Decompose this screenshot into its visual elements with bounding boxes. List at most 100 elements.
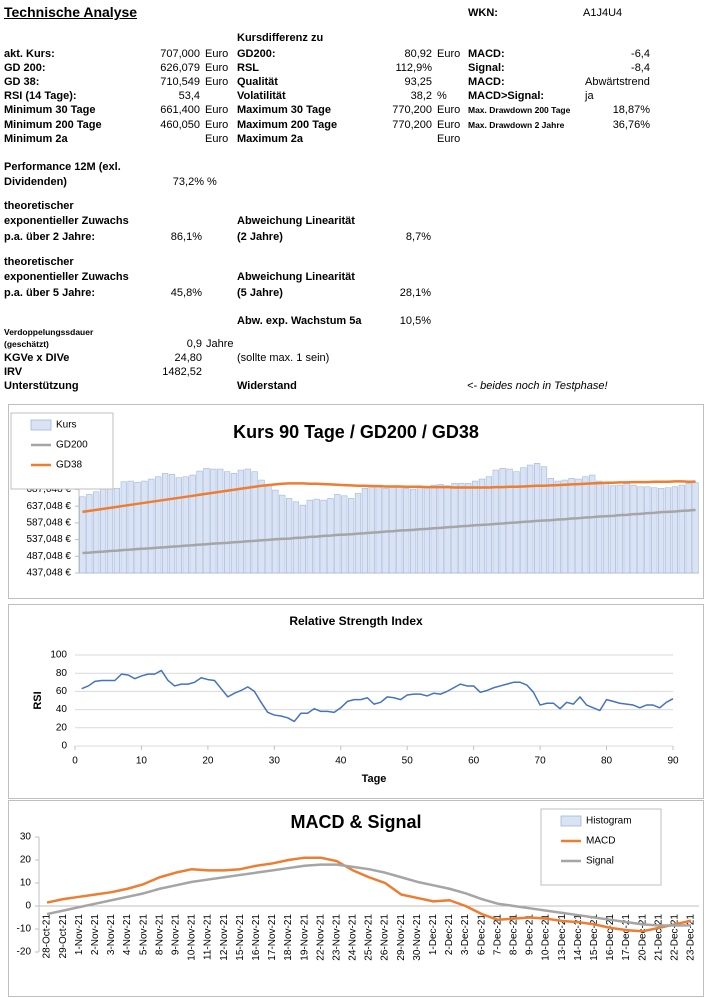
bar bbox=[155, 476, 162, 574]
wkn-label: WKN: bbox=[468, 7, 498, 19]
diff-label: Maximum 200 Tage bbox=[237, 119, 338, 131]
macd-chart: MACD & Signal -20 -10 0 10 20 30 28-Oct-21 29-Oc… bbox=[8, 800, 704, 997]
line bbox=[46, 856, 692, 933]
bar bbox=[602, 483, 610, 574]
x-tick-label: 23-Nov-21 bbox=[331, 914, 342, 961]
bar bbox=[265, 484, 272, 574]
signal-label: Signal: bbox=[468, 62, 505, 74]
bar bbox=[361, 488, 369, 574]
legend-swatch bbox=[560, 815, 582, 827]
y-tick-label: 587,048 € bbox=[27, 517, 72, 528]
diff-value: 93,25 bbox=[404, 76, 432, 88]
bar bbox=[444, 485, 451, 574]
bar bbox=[471, 480, 479, 574]
x-tick-label: 12-Nov-21 bbox=[219, 914, 230, 961]
bar bbox=[244, 468, 251, 574]
bar bbox=[637, 486, 644, 574]
bar bbox=[272, 489, 279, 574]
chart-title: Kurs 90 Tage / GD200 / GD38 bbox=[233, 422, 479, 442]
growth-label: p.a. über 2 Jahre: bbox=[4, 231, 96, 243]
x-tick-label: 19-Nov-21 bbox=[299, 914, 310, 961]
signal-value: Abwärtstrend bbox=[585, 76, 650, 88]
row-unit: Euro bbox=[205, 48, 229, 60]
signal-value: -8,4 bbox=[631, 62, 650, 74]
diff-label: GD200: bbox=[237, 48, 276, 60]
diff-unit: Euro bbox=[437, 104, 461, 116]
x-tick-label: 8-Dec-21 bbox=[509, 914, 520, 956]
row-label: GD 38: bbox=[4, 76, 40, 88]
bar bbox=[86, 494, 93, 574]
x-tick-label: 23-Dec-21 bbox=[686, 914, 697, 961]
bar bbox=[203, 468, 210, 574]
resistance-label: Widerstand bbox=[237, 380, 297, 392]
bar bbox=[630, 484, 637, 574]
row-value: 661,400 bbox=[160, 104, 200, 116]
rsi-chart: Relative Strength Index 0 20 40 60 80 100 0 10 20… bbox=[8, 604, 704, 799]
y-tick-label: 60 bbox=[56, 686, 68, 697]
x-tick-label: 1-Nov-21 bbox=[74, 914, 85, 956]
line bbox=[46, 863, 691, 927]
x-tick-label: 2-Dec-21 bbox=[444, 914, 455, 956]
bar bbox=[99, 488, 107, 574]
row-value: 53,4 bbox=[178, 90, 200, 102]
support-label: Unterstützung bbox=[4, 380, 79, 392]
diff-unit: Euro bbox=[437, 133, 461, 145]
x-tick-label: 14-Dec-21 bbox=[573, 914, 584, 961]
x-tick-label: 16-Nov-21 bbox=[251, 914, 262, 961]
bar bbox=[251, 471, 258, 574]
legend-label: MACD bbox=[586, 836, 615, 847]
row-label: Minimum 2a bbox=[4, 133, 68, 145]
performance-unit: % bbox=[207, 176, 217, 188]
growth-label: theoretischer bbox=[4, 200, 74, 212]
x-tick-label: 22-Nov-21 bbox=[315, 914, 326, 961]
bar bbox=[148, 478, 155, 574]
bar bbox=[575, 478, 582, 574]
signal-value: ja bbox=[585, 90, 594, 102]
signal-label: MACD: bbox=[468, 48, 505, 60]
growth-label: exponentieller Zuwachs bbox=[4, 215, 129, 227]
linearity-value: 8,7% bbox=[405, 231, 431, 243]
x-tick-label: 29-Oct-21 bbox=[58, 914, 69, 959]
bar bbox=[389, 485, 396, 574]
bar bbox=[106, 486, 114, 574]
row-unit: Euro bbox=[205, 76, 229, 88]
legend-swatch bbox=[30, 419, 52, 431]
signal-label: MACD: bbox=[468, 76, 505, 88]
growth-label: theoretischer bbox=[4, 256, 74, 268]
bar bbox=[492, 469, 499, 574]
bar bbox=[196, 470, 203, 574]
doubling-value: 0,9 bbox=[186, 338, 202, 350]
bar bbox=[134, 482, 141, 574]
x-tick-label: 4-Nov-21 bbox=[122, 914, 133, 956]
chart-title: MACD & Signal bbox=[290, 812, 421, 832]
growth-value: 45,8% bbox=[170, 287, 202, 299]
diff-label: Qualität bbox=[237, 76, 278, 88]
abw-value: 10,5% bbox=[399, 315, 431, 327]
kgv-label: KGVe x DIVe bbox=[4, 352, 70, 364]
row-unit: Euro bbox=[205, 104, 229, 116]
bar bbox=[651, 487, 658, 574]
signal-label: MACD>Signal: bbox=[468, 90, 545, 102]
x-tick-label: 17-Nov-21 bbox=[267, 914, 278, 961]
x-tick-label: 16-Dec-21 bbox=[605, 914, 616, 961]
bar bbox=[671, 486, 679, 574]
bar bbox=[657, 488, 665, 574]
bar bbox=[127, 480, 134, 574]
bar bbox=[520, 467, 527, 574]
growth-value: 86,1% bbox=[170, 231, 202, 243]
bar bbox=[189, 474, 196, 574]
x-tick-label: 9-Nov-21 bbox=[170, 914, 181, 956]
test-note: <- beides noch in Testphase! bbox=[467, 380, 608, 392]
y-tick-label: 10 bbox=[20, 878, 32, 889]
row-label: RSI (14 Tage): bbox=[4, 90, 77, 102]
bar bbox=[678, 484, 685, 574]
x-tick-label: 22-Dec-21 bbox=[669, 914, 680, 961]
row-value: 626,079 bbox=[160, 62, 200, 74]
bar bbox=[175, 477, 183, 574]
diff-unit: Euro bbox=[437, 119, 461, 131]
bar bbox=[623, 483, 630, 574]
line bbox=[82, 480, 696, 514]
bar bbox=[533, 463, 541, 574]
diff-label: Maximum 2a bbox=[237, 133, 304, 145]
bar bbox=[692, 482, 699, 574]
